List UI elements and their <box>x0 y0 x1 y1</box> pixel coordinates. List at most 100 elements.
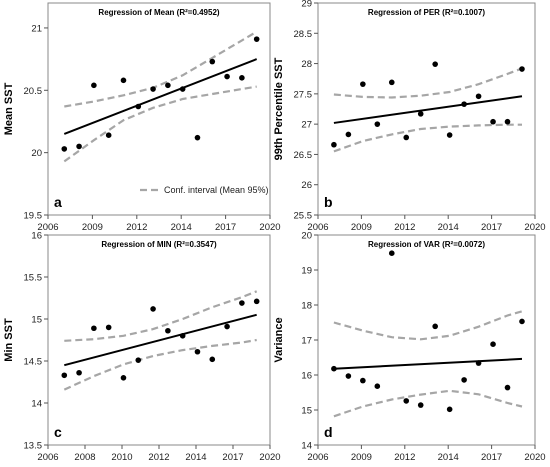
y-tick-label: 29 <box>301 0 312 10</box>
panel-b: 25.5 26 26.5 27 27.5 28 28.5 29 2006 2009 2012 2014… <box>273 0 546 233</box>
y-tick-label: 27 <box>301 120 312 131</box>
y-axis-label: Variance <box>273 317 285 362</box>
y-tick-label: 20.5 <box>24 86 43 97</box>
y-tick-label: 28 <box>301 59 312 70</box>
data-point <box>253 36 260 42</box>
ci-lower-curve <box>333 389 523 418</box>
x-tick-label: 2020 <box>524 452 545 463</box>
data-point <box>417 111 424 117</box>
data-point <box>179 333 186 339</box>
x-tick-label: 2017 <box>481 222 502 233</box>
data-point <box>239 75 245 81</box>
plot-frame <box>47 2 271 216</box>
y-tick-label: 20 <box>31 148 42 159</box>
data-point <box>475 360 482 366</box>
x-tick-label: 2014 <box>438 222 459 233</box>
panel-letter: b <box>324 194 333 210</box>
x-tick-label: 2014 <box>171 222 192 233</box>
data-point <box>446 406 453 413</box>
ci-upper-curve <box>64 30 258 108</box>
y-tick-label: 15 <box>301 406 312 417</box>
panel-title: Regression of PER (R²=0.1007) <box>368 8 485 17</box>
data-point <box>388 250 395 256</box>
x-tick-label: 2017 <box>222 452 243 463</box>
data-point <box>179 86 186 92</box>
data-point <box>194 134 201 141</box>
regression-line <box>333 357 523 370</box>
x-tick-label: 2014 <box>438 452 459 463</box>
x-tick-label: 2012 <box>394 452 415 463</box>
y-tick-label: 27.5 <box>294 89 313 100</box>
data-point <box>105 324 112 331</box>
ci-lower-curve <box>63 338 257 391</box>
data-point <box>253 298 260 305</box>
data-point <box>403 398 410 404</box>
x-tick-label: 2012 <box>126 222 147 233</box>
y-tick-label: 18 <box>301 301 312 312</box>
y-tick-label: 14.5 <box>24 357 43 368</box>
y-tick-label: 15 <box>31 315 42 326</box>
data-point <box>165 327 171 334</box>
y-tick-label: 19 <box>301 266 312 277</box>
data-point <box>135 103 142 110</box>
y-tick-label: 19.5 <box>24 211 43 222</box>
y-tick-label: 15.5 <box>24 273 43 284</box>
x-tick-label: 2020 <box>259 222 280 233</box>
panel-a: 19.5 20 20.5 21 2006 2009 2012 2014 2017 2020 Regr… <box>3 2 281 233</box>
data-point <box>194 348 201 355</box>
ci-lower-curve <box>333 123 522 153</box>
data-point <box>388 79 395 86</box>
panel-letter: a <box>54 194 62 210</box>
data-point <box>360 81 366 87</box>
data-point <box>76 143 82 150</box>
data-point <box>120 77 127 84</box>
plot-frame <box>317 234 536 446</box>
data-point <box>519 318 525 325</box>
data-point <box>165 82 171 89</box>
data-point <box>490 341 496 348</box>
data-point <box>331 365 337 372</box>
panel-d: 14 15 16 17 18 19 20 2006 2009 2012 2014 2017 2020 Re… <box>273 231 546 464</box>
y-tick-label: 17 <box>301 336 312 347</box>
data-point <box>519 66 525 72</box>
data-point <box>239 300 245 306</box>
data-point <box>61 146 68 152</box>
panel-title: Regression of MIN (R²=0.3547) <box>101 240 217 249</box>
x-tick-label: 2006 <box>307 222 328 233</box>
y-axis-label: Min SST <box>3 318 15 362</box>
data-point <box>446 132 453 138</box>
y-tick-label: 16 <box>301 371 312 382</box>
data-point <box>345 131 352 138</box>
panel-title: Regression of Mean (R²=0.4952) <box>98 8 219 17</box>
y-tick-label: 16 <box>31 231 42 242</box>
data-point <box>490 118 496 125</box>
panel-c: 13.5 14 14.5 15 15.5 16 2006 2008 2010 2012 2014 20… <box>3 231 281 464</box>
y-tick-label: 21 <box>31 23 42 34</box>
y-tick-label: 14 <box>31 399 42 410</box>
x-tick-label: 2006 <box>307 452 328 463</box>
x-tick-label: 2008 <box>74 452 95 463</box>
ci-upper-curve <box>64 290 258 342</box>
legend-label: Conf. interval (Mean 95%) <box>164 185 269 195</box>
data-point <box>150 306 156 312</box>
data-point <box>432 323 438 330</box>
data-point <box>91 82 97 89</box>
data-point <box>224 73 230 80</box>
x-tick-label: 2009 <box>82 222 103 233</box>
x-tick-label: 2014 <box>185 452 206 463</box>
data-point <box>91 325 97 332</box>
data-point <box>120 375 127 381</box>
y-tick-label: 13.5 <box>24 441 43 452</box>
data-point <box>461 101 467 107</box>
panel-title: Regression of VAR (R²=0.0072) <box>368 240 485 249</box>
x-tick-label: 2017 <box>215 222 236 233</box>
data-point <box>150 86 156 92</box>
data-point <box>135 357 142 363</box>
data-point <box>61 372 68 379</box>
data-point <box>374 383 381 390</box>
ci-upper-curve <box>333 310 523 341</box>
y-tick-label: 20 <box>301 231 312 242</box>
data-point <box>209 58 216 65</box>
data-point <box>475 93 482 100</box>
data-point <box>504 118 511 125</box>
